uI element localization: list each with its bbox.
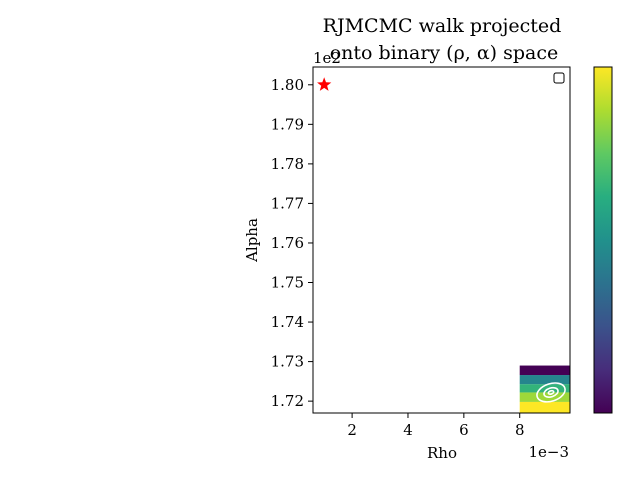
y-tick-label: 1.77	[271, 194, 304, 212]
x-offset-label: 1e−3	[528, 443, 569, 461]
y-axis: 1.72 1.73 1.74 1.75 1.76 1.77 1.78 1.79 1.80	[271, 76, 313, 410]
x-tick-label: 4	[403, 421, 413, 439]
heatmap-cell	[519, 365, 570, 376]
star-marker	[317, 77, 332, 91]
x-tick-label: 8	[515, 421, 525, 439]
y-tick-label: 1.76	[271, 234, 304, 252]
contour-line	[536, 382, 566, 403]
plot-area-frame	[312, 66, 571, 414]
chart-title-line-1: RJMCMC walk projected	[323, 15, 562, 37]
contour-line	[543, 386, 559, 398]
x-tick-label: 6	[459, 421, 469, 439]
heatmap-cell	[519, 384, 570, 393]
y-tick-label: 1.73	[271, 353, 304, 371]
x-tick-label: 2	[347, 421, 357, 439]
y-tick-label: 1.75	[271, 274, 304, 292]
x-axis: 2 4 6 8	[347, 413, 524, 439]
y-tick-label: 1.74	[271, 313, 304, 331]
heatmap-cell	[519, 401, 570, 413]
legend-box	[553, 72, 565, 84]
contour-line	[547, 389, 555, 395]
colorbar	[593, 66, 613, 414]
y-tick-label: 1.79	[271, 115, 304, 133]
y-tick-label: 1.78	[271, 155, 304, 173]
marker-layer	[317, 77, 332, 91]
heatmap	[519, 365, 570, 413]
heatmap-cell	[519, 392, 570, 402]
y-offset-label: 1e2	[313, 49, 341, 67]
density-contours	[536, 382, 566, 403]
x-axis-label: Rho	[427, 444, 457, 462]
heatmap-cell	[519, 375, 570, 385]
y-axis-label: Alpha	[243, 218, 261, 263]
y-tick-label: 1.72	[271, 392, 304, 410]
y-tick-label: 1.80	[271, 76, 304, 94]
chart-title-line-2: onto binary (ρ, α) space	[330, 42, 559, 64]
